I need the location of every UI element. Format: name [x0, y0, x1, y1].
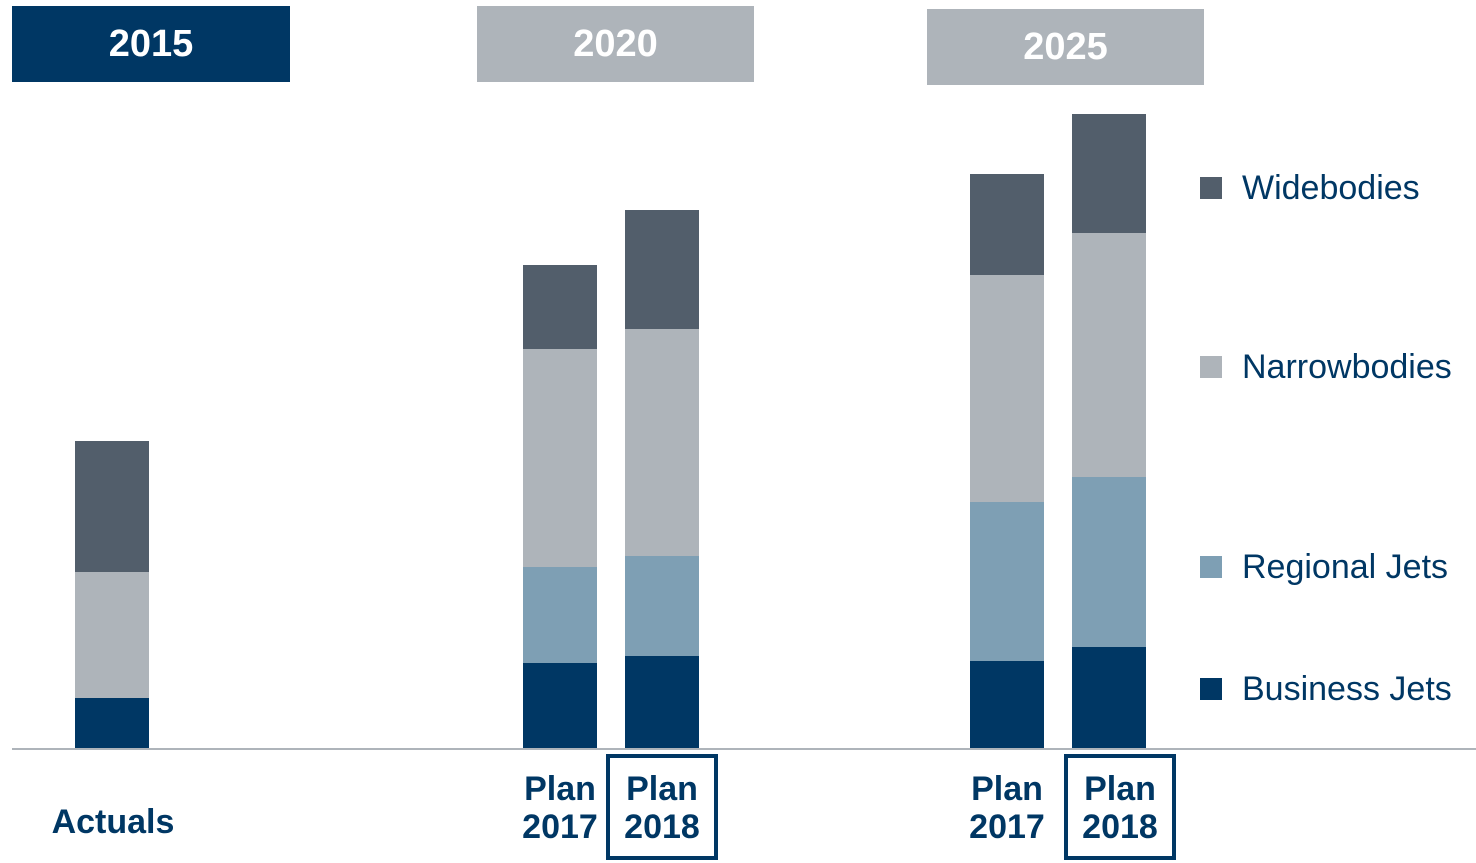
- bar-segment-business-jets: [1072, 647, 1146, 748]
- category-label: Actuals: [33, 803, 193, 841]
- bar-segment-regional-jets: [970, 502, 1044, 661]
- category-label: Plan 2017: [947, 770, 1067, 846]
- year-header: 2025: [927, 9, 1204, 85]
- category-label-line1: Plan: [524, 770, 596, 808]
- bar-segment-regional-jets: [625, 556, 699, 656]
- bar-segment-widebodies: [625, 210, 699, 329]
- bar-segment-regional-jets: [523, 567, 597, 663]
- bar-segment-narrowbodies: [625, 329, 699, 556]
- legend-swatch: [1200, 678, 1222, 700]
- bar-segment-business-jets: [523, 663, 597, 748]
- bar-segment-narrowbodies: [75, 572, 149, 698]
- category-label-line1: Plan: [626, 770, 698, 808]
- bar-segment-narrowbodies: [523, 349, 597, 567]
- legend-swatch: [1200, 177, 1222, 199]
- category-label: Plan 2018: [1060, 770, 1180, 846]
- category-label-line1: Plan: [1084, 770, 1156, 808]
- highlight-box: [1064, 754, 1176, 860]
- category-label-line1: Actuals: [51, 803, 175, 841]
- bar-segment-narrowbodies: [1072, 233, 1146, 477]
- category-label: Plan 2017: [500, 770, 620, 846]
- legend-item: Regional Jets: [1200, 547, 1448, 587]
- year-header: 2015: [12, 6, 290, 82]
- bar-segment-widebodies: [523, 265, 597, 349]
- legend-swatch: [1200, 356, 1222, 378]
- highlight-box: [606, 754, 718, 860]
- category-label-line2: 2017: [969, 808, 1045, 846]
- legend-item: Business Jets: [1200, 669, 1452, 709]
- category-label-line2: 2017: [522, 808, 598, 846]
- legend-label: Regional Jets: [1242, 547, 1449, 586]
- legend-item: Widebodies: [1200, 168, 1420, 208]
- bar-segment-business-jets: [75, 698, 149, 748]
- legend-label: Widebodies: [1242, 168, 1420, 207]
- category-label-line1: Plan: [971, 770, 1043, 808]
- legend-label: Business Jets: [1242, 669, 1452, 708]
- bar-segment-regional-jets: [1072, 477, 1146, 647]
- category-label-line2: 2018: [1082, 808, 1158, 846]
- legend-label: Narrowbodies: [1242, 347, 1452, 386]
- bar-segment-narrowbodies: [970, 275, 1044, 502]
- bar-segment-widebodies: [1072, 114, 1146, 233]
- legend-item: Narrowbodies: [1200, 347, 1452, 387]
- bar-segment-widebodies: [75, 441, 149, 572]
- bar-segment-business-jets: [625, 656, 699, 748]
- category-label-line2: 2018: [624, 808, 700, 846]
- category-label: Plan 2018: [602, 770, 722, 846]
- bar-segment-widebodies: [970, 174, 1044, 275]
- year-header: 2020: [477, 6, 754, 82]
- legend-swatch: [1200, 556, 1222, 578]
- bar-segment-business-jets: [970, 661, 1044, 748]
